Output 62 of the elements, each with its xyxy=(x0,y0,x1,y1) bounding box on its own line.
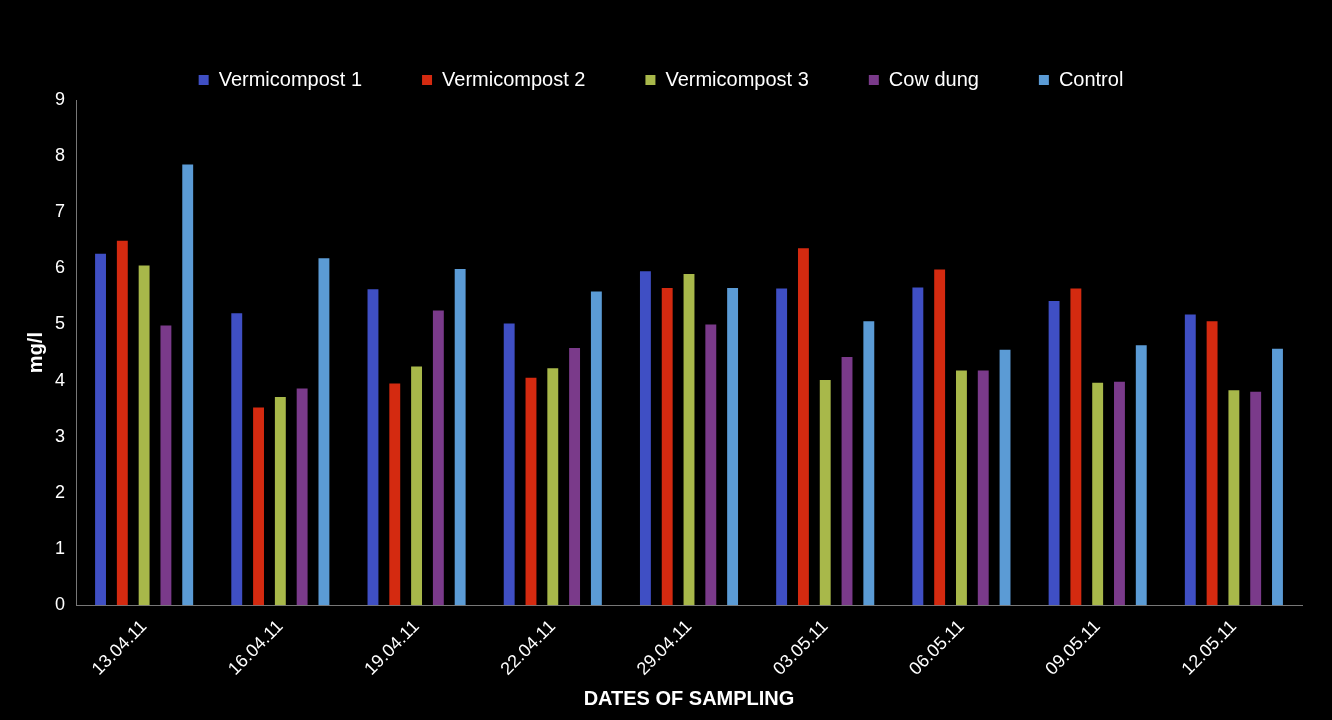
bar xyxy=(683,273,695,606)
bar xyxy=(841,357,853,606)
bar xyxy=(116,240,128,606)
bar xyxy=(1048,300,1060,606)
bar xyxy=(590,291,602,606)
y-tick-label: 7 xyxy=(55,201,66,222)
legend-label: Cow dung xyxy=(888,67,979,90)
bar xyxy=(1135,345,1147,606)
bar xyxy=(1206,321,1218,606)
bar xyxy=(1228,390,1240,606)
bar xyxy=(503,323,515,606)
bar xyxy=(797,248,809,606)
bar xyxy=(776,288,788,606)
y-tick-label: 8 xyxy=(55,145,66,166)
bar xyxy=(182,164,194,606)
bar xyxy=(727,288,739,606)
y-tick-label: 9 xyxy=(55,88,66,109)
bar xyxy=(1070,288,1082,606)
y-axis-title: mg/l xyxy=(23,332,46,374)
bar xyxy=(95,253,106,606)
bar xyxy=(389,383,401,606)
bar xyxy=(1250,391,1262,606)
legend-label: Control xyxy=(1058,67,1124,90)
legend-label: Vermicompost 1 xyxy=(218,67,363,90)
y-tick-label: 0 xyxy=(55,594,66,615)
bar xyxy=(274,396,286,606)
bar xyxy=(160,325,172,606)
bar xyxy=(934,269,946,606)
bar xyxy=(231,313,243,606)
y-tick-label: 3 xyxy=(55,425,66,446)
bar xyxy=(1184,314,1196,606)
bar xyxy=(296,388,308,606)
bar xyxy=(454,268,466,606)
bar xyxy=(253,407,264,606)
bar xyxy=(569,348,581,606)
bar xyxy=(432,310,444,606)
bar xyxy=(999,349,1011,606)
bar xyxy=(411,366,423,606)
bar xyxy=(318,258,330,606)
legend-label: Vermicompost 2 xyxy=(442,67,586,90)
y-tick-label: 5 xyxy=(55,313,66,334)
bar xyxy=(525,377,537,606)
legend-label: Vermicompost 3 xyxy=(665,67,809,90)
y-tick-label: 6 xyxy=(55,257,66,278)
bar xyxy=(661,288,673,606)
bar xyxy=(138,265,150,606)
bar xyxy=(1092,382,1104,606)
x-axis-title: DATES OF SAMPLING xyxy=(583,686,795,709)
y-tick-label: 1 xyxy=(55,537,66,558)
y-tick-label: 4 xyxy=(55,369,66,390)
bar xyxy=(912,287,924,606)
bar xyxy=(1114,381,1125,606)
bar xyxy=(1272,348,1283,606)
bar xyxy=(639,271,651,606)
bar xyxy=(367,289,379,606)
bar xyxy=(705,324,717,606)
bar xyxy=(863,321,875,606)
bar xyxy=(956,370,967,606)
y-tick-label: 2 xyxy=(55,481,66,502)
bar xyxy=(819,380,831,606)
bar xyxy=(977,370,989,606)
bar xyxy=(547,368,559,606)
